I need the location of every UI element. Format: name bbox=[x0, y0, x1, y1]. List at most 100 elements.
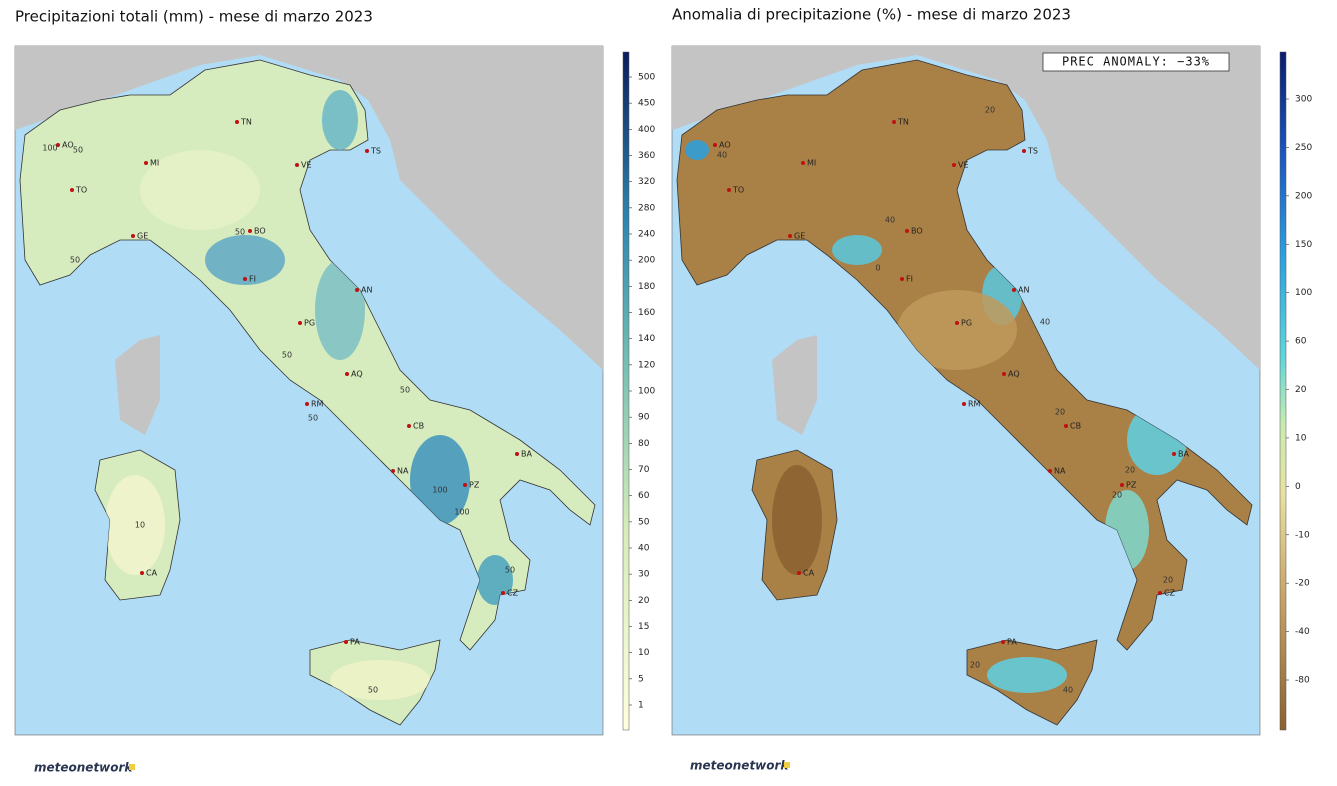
field-area bbox=[330, 660, 430, 700]
field bbox=[105, 90, 513, 700]
city-dot bbox=[1172, 452, 1176, 456]
city-dot bbox=[344, 640, 348, 644]
colorbar-label: 450 bbox=[638, 99, 655, 109]
colorbar-label: -40 bbox=[1295, 627, 1310, 637]
city-label: RM bbox=[311, 400, 324, 409]
brand: meteonetwork bbox=[690, 759, 789, 773]
colorbar-label: 150 bbox=[1295, 240, 1312, 250]
colorbar bbox=[1279, 51, 1287, 731]
contour-label: 20 bbox=[970, 661, 980, 670]
city-dot bbox=[56, 143, 60, 147]
colorbar-label: 1 bbox=[638, 701, 644, 711]
panel-title: Precipitazioni totali (mm) - mese di mar… bbox=[15, 8, 373, 26]
contour-label: 40 bbox=[1040, 318, 1050, 327]
city-label: FI bbox=[249, 275, 256, 284]
city-dot bbox=[900, 277, 904, 281]
panel-title: Anomalia di precipitazione (%) - mese di… bbox=[672, 6, 1071, 24]
city-dot bbox=[235, 120, 239, 124]
city-label: TO bbox=[732, 186, 744, 195]
contour-label: 40 bbox=[885, 216, 895, 225]
city-label: CZ bbox=[507, 589, 519, 598]
city-label: GE bbox=[794, 232, 805, 241]
city-dot bbox=[1120, 483, 1124, 487]
corsica bbox=[115, 335, 160, 435]
field-area bbox=[105, 475, 165, 575]
colorbar-label: 200 bbox=[638, 256, 655, 266]
field-area bbox=[832, 235, 882, 265]
city-label: PZ bbox=[1126, 481, 1137, 490]
colorbar-label: 400 bbox=[638, 125, 655, 135]
city-dot bbox=[905, 229, 909, 233]
precipitation-panel: Precipitazioni totali (mm) - mese di mar… bbox=[14, 8, 655, 775]
city-label: AO bbox=[62, 141, 74, 150]
city-dot bbox=[1022, 149, 1026, 153]
city-dot bbox=[892, 120, 896, 124]
city-dot bbox=[801, 161, 805, 165]
neighbor-land bbox=[368, 46, 603, 370]
colorbar-label: 200 bbox=[1295, 191, 1312, 201]
city-label: CA bbox=[146, 569, 158, 578]
city-label: MI bbox=[807, 159, 816, 168]
contour-label: 100 bbox=[454, 508, 469, 517]
city-label: GE bbox=[137, 232, 148, 241]
city-label: MI bbox=[150, 159, 159, 168]
field-area bbox=[140, 150, 260, 230]
city-dot bbox=[345, 372, 349, 376]
map: AO TO MI GE TN VE TS BO FI AN PG AQ RM CB NA BA PZ CZ CA PA… bbox=[671, 45, 1261, 736]
colorbar-label: -80 bbox=[1295, 676, 1310, 686]
colorbar-label: 90 bbox=[638, 413, 650, 423]
annotation: PREC ANOMALY: −33% bbox=[1062, 55, 1210, 69]
colorbar-label: 240 bbox=[638, 230, 655, 240]
colorbar-label: 100 bbox=[638, 387, 655, 397]
city-dot bbox=[1012, 288, 1016, 292]
city-label: PZ bbox=[469, 481, 480, 490]
city-label: TS bbox=[370, 147, 381, 156]
city-dot bbox=[515, 452, 519, 456]
city-dot bbox=[140, 571, 144, 575]
colorbar-label: 280 bbox=[638, 203, 655, 213]
field-area bbox=[685, 140, 709, 160]
field-area bbox=[322, 90, 358, 150]
city-dot bbox=[248, 229, 252, 233]
city-label: CB bbox=[413, 422, 424, 431]
city-label: RM bbox=[968, 400, 981, 409]
city-dot bbox=[797, 571, 801, 575]
contour-label: 20 bbox=[1163, 576, 1173, 585]
colorbar-label: 60 bbox=[638, 491, 650, 501]
city-dot bbox=[463, 483, 467, 487]
colorbar-label: 500 bbox=[638, 73, 655, 83]
neighbor-land bbox=[672, 46, 1037, 130]
city-label: PG bbox=[961, 319, 972, 328]
colorbar-label: 140 bbox=[638, 334, 655, 344]
city-label: CB bbox=[1070, 422, 1081, 431]
city-dot bbox=[1158, 591, 1162, 595]
field-area bbox=[987, 657, 1067, 693]
city-label: NA bbox=[397, 467, 409, 476]
colorbar-label: 20 bbox=[1295, 385, 1307, 395]
city-dot bbox=[298, 321, 302, 325]
contour-label: 50 bbox=[235, 228, 245, 237]
city-label: TN bbox=[897, 118, 909, 127]
colorbar-label: 120 bbox=[638, 360, 655, 370]
city-dot bbox=[70, 188, 74, 192]
city-label: NA bbox=[1054, 467, 1066, 476]
neighbor-land bbox=[15, 46, 380, 130]
city-label: TN bbox=[240, 118, 252, 127]
city-label: BO bbox=[911, 227, 923, 236]
city-dot bbox=[955, 321, 959, 325]
field-area bbox=[897, 290, 1017, 370]
field-area bbox=[315, 260, 365, 360]
city-dot bbox=[713, 143, 717, 147]
contour-label: 50 bbox=[368, 686, 378, 695]
contour-label: 100 bbox=[432, 486, 447, 495]
city-label: BA bbox=[521, 450, 532, 459]
city-dot bbox=[962, 402, 966, 406]
annotation-box bbox=[1042, 52, 1230, 72]
city-label: PG bbox=[304, 319, 315, 328]
city-dot bbox=[1064, 424, 1068, 428]
brand: meteonetwork bbox=[34, 761, 133, 775]
city-dot bbox=[144, 161, 148, 165]
contour-label: 50 bbox=[73, 146, 83, 155]
